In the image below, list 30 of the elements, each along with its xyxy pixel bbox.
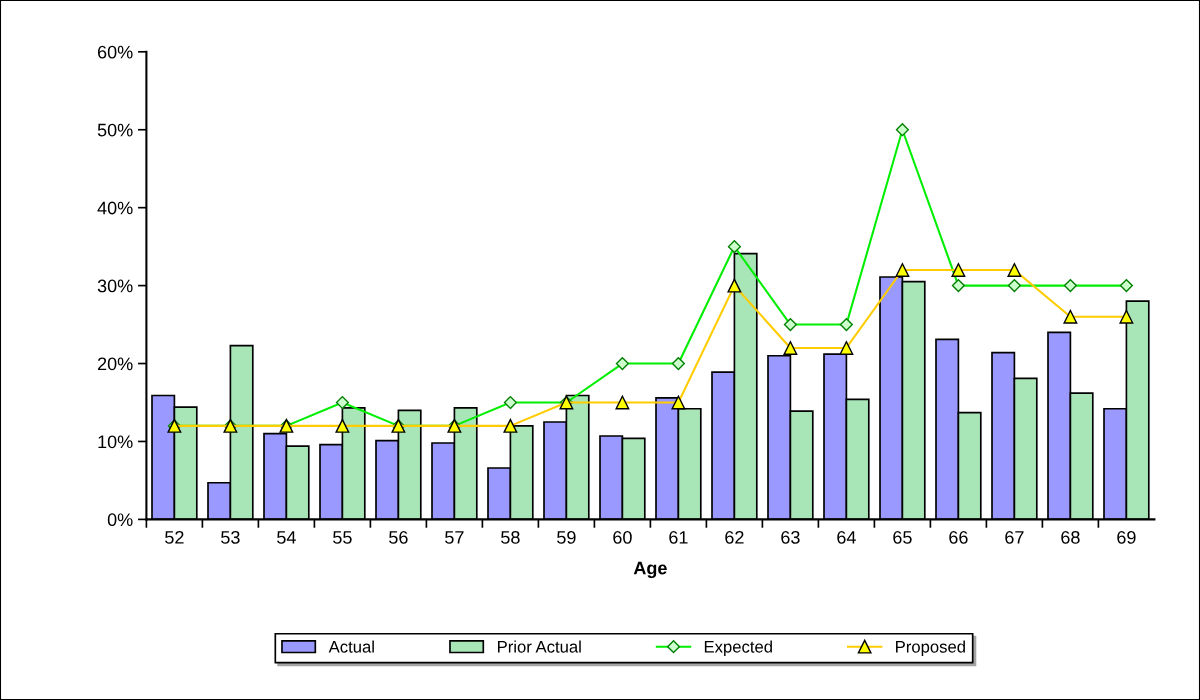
x-tick-label: 67 xyxy=(1005,530,1024,544)
x-tick-label: 62 xyxy=(725,530,744,544)
x-tick-label: 53 xyxy=(221,530,240,544)
x-tick-label: 60 xyxy=(613,530,632,544)
legend-label: Actual xyxy=(328,640,374,653)
x-tick-label: 54 xyxy=(277,531,296,544)
y-tick-label: 20% xyxy=(97,357,133,371)
x-tick-label: 69 xyxy=(1117,530,1136,544)
y-tick-label: 30% xyxy=(97,279,133,293)
y-tick-label: 10% xyxy=(98,435,133,449)
y-tick-label: 40% xyxy=(97,201,133,215)
x-tick-label: 55 xyxy=(333,531,352,544)
x-tick-label: 66 xyxy=(949,530,968,544)
x-tick-label: 64 xyxy=(837,530,856,544)
x-tick-label: 65 xyxy=(893,530,912,544)
x-tick-label: 61 xyxy=(669,530,688,544)
legend-label: Prior Actual xyxy=(498,640,581,653)
x-tick-label: 56 xyxy=(389,530,408,544)
legend-label: Expected xyxy=(704,640,772,656)
x-tick-label: 68 xyxy=(1061,530,1080,544)
y-tick-label: 0% xyxy=(107,513,133,527)
y-tick-label: 60% xyxy=(97,45,133,59)
y-tick-label: 50% xyxy=(97,123,133,137)
x-tick-label: 58 xyxy=(501,530,520,544)
x-tick-label: 52 xyxy=(165,530,184,544)
x-tick-label: 59 xyxy=(557,530,576,544)
legend-label: Proposed xyxy=(896,640,965,656)
x-tick-label: 57 xyxy=(445,531,464,544)
x-axis-title: Age xyxy=(633,561,667,579)
x-tick-label: 63 xyxy=(781,530,800,544)
